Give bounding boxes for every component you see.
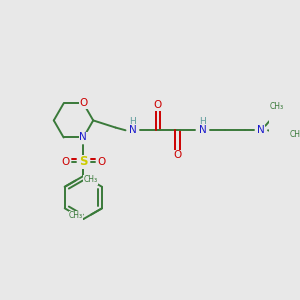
Text: O: O [61,157,70,167]
Text: O: O [97,157,105,167]
Text: N: N [80,133,87,142]
Text: CH₃: CH₃ [270,102,284,111]
Text: O: O [79,98,88,108]
Text: CH₃: CH₃ [84,175,98,184]
Text: N: N [129,125,136,135]
Text: CH₃: CH₃ [290,130,300,139]
Text: N: N [257,125,265,135]
Text: O: O [173,150,181,161]
Text: CH₃: CH₃ [69,211,83,220]
Text: O: O [154,100,162,110]
Text: S: S [79,155,88,168]
Text: H: H [129,117,136,126]
Text: H: H [199,117,206,126]
Text: N: N [199,125,206,135]
